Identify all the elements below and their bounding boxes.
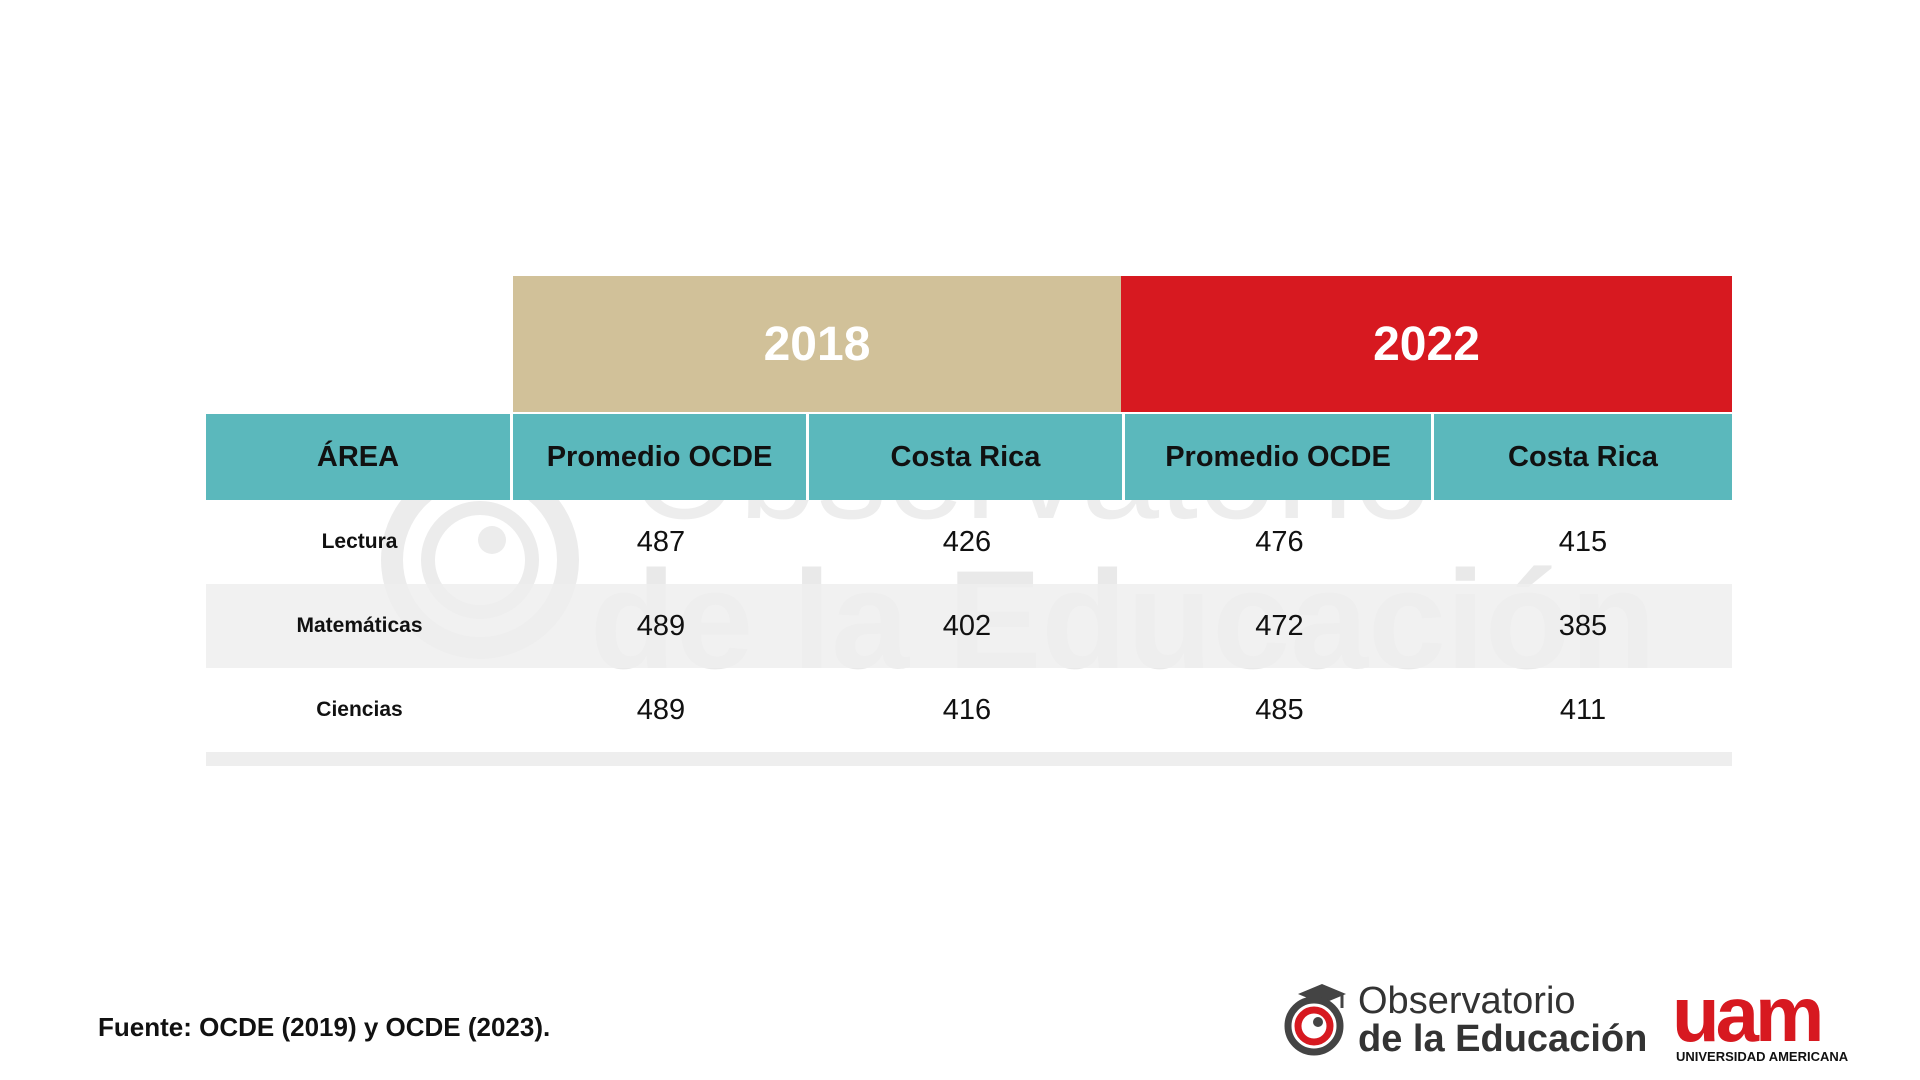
cell-value: 472 <box>1255 609 1304 642</box>
observatorio-logo-line1: Observatorio <box>1358 980 1576 1022</box>
row-area-label: Ciencias <box>316 698 403 721</box>
column-header-costa-rica-2022: Costa Rica <box>1434 414 1732 500</box>
row-area-label: Matemáticas <box>296 614 423 637</box>
table-row: Ciencias 489 416 485 411 <box>206 668 1732 752</box>
uam-logo: uam UNIVERSIDAD AMERICANA <box>1672 975 1882 1065</box>
cell-value: 489 <box>636 693 686 726</box>
year-header-2018: 2018 <box>513 276 1121 412</box>
year-header-2022: 2022 <box>1121 276 1732 412</box>
source-note: Fuente: OCDE (2019) y OCDE (2023). <box>98 1012 551 1042</box>
column-header-row: ÁREA Promedio OCDE Costa Rica Promedio O… <box>206 414 1732 500</box>
uam-logo-mark: uam <box>1672 970 1824 1058</box>
cell-value: 489 <box>636 609 686 642</box>
cell-value: 426 <box>942 525 992 558</box>
row-area-label: Lectura <box>321 530 398 553</box>
column-header-ocde-2018: Promedio OCDE <box>513 414 809 500</box>
cell-value: 385 <box>1558 609 1608 642</box>
column-header-costa-rica-2018: Costa Rica <box>809 414 1125 500</box>
cell-value: 485 <box>1255 693 1304 726</box>
table-row: Lectura 487 426 476 415 <box>206 500 1732 584</box>
cell-value: 415 <box>1558 525 1608 558</box>
cell-value: 402 <box>942 609 992 642</box>
column-header-ocde-2022: Promedio OCDE <box>1125 414 1434 500</box>
observatorio-eye-icon <box>1284 984 1346 1056</box>
table-bottom-rule <box>206 752 1732 766</box>
year-label-2022: 2022 <box>1373 317 1480 371</box>
uam-logo-name: UNIVERSIDAD AMERICANA <box>1676 1049 1849 1064</box>
column-header-area: ÁREA <box>206 414 513 500</box>
year-label-2018: 2018 <box>763 317 871 371</box>
cell-value: 487 <box>636 525 686 558</box>
cell-value: 476 <box>1255 525 1304 558</box>
table-row: Matemáticas 489 402 472 385 <box>206 584 1732 668</box>
cell-value: 416 <box>942 693 992 726</box>
cell-value: 411 <box>1559 693 1607 726</box>
observatorio-logo-line2: de la Educación <box>1358 1018 1648 1060</box>
observatorio-logo: Observatorio de la Educación <box>1280 978 1647 1060</box>
